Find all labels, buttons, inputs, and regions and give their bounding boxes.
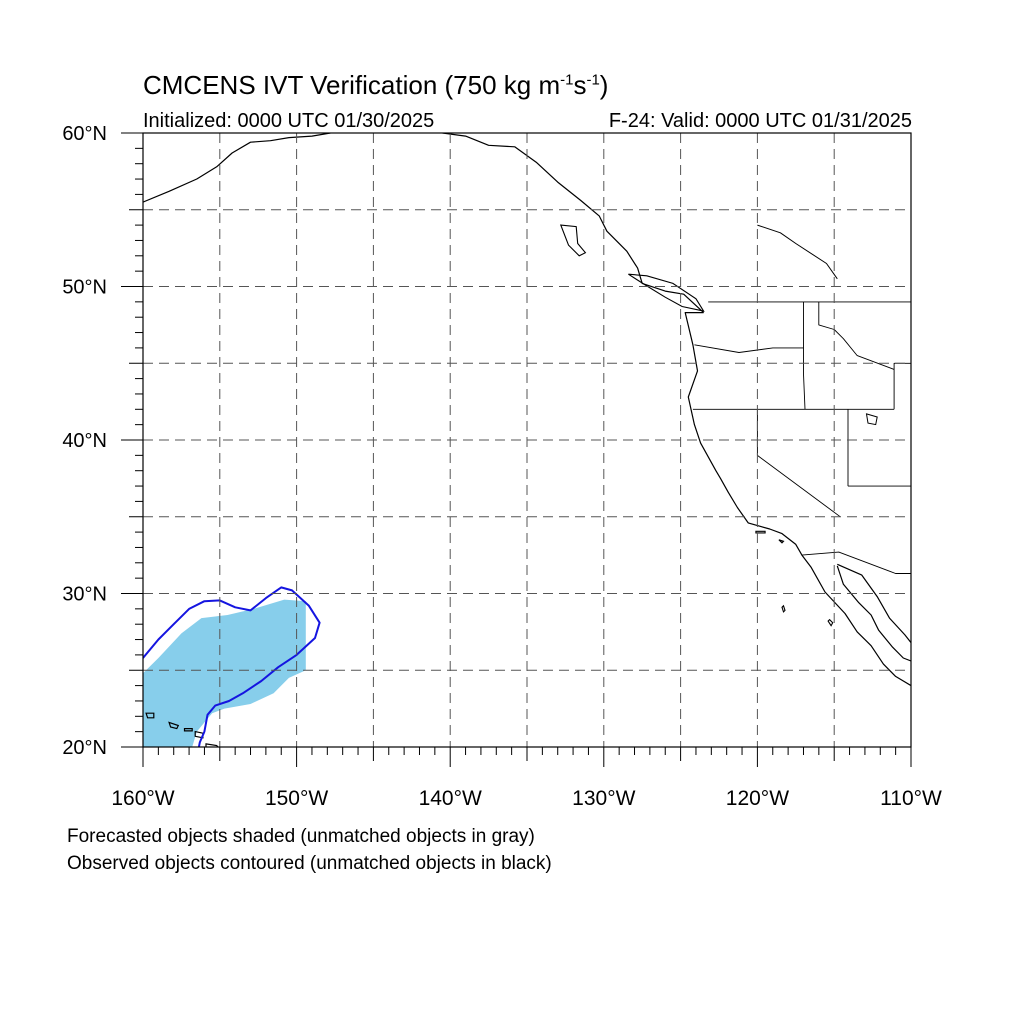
hawaii-island — [194, 730, 204, 739]
lon-label: 130°W — [572, 787, 635, 810]
island — [628, 273, 705, 312]
observed-note: Observed objects contoured (unmatched ob… — [67, 853, 552, 874]
political-border — [801, 551, 911, 574]
river — [757, 224, 838, 280]
british-columbia-coast — [442, 133, 705, 314]
page-title: CMCENS IVT Verification (750 kg m-1s-1) — [143, 70, 608, 101]
alaska-coast — [143, 133, 331, 203]
gulf-of-california-coast — [836, 565, 911, 662]
island — [778, 539, 785, 544]
political-border — [893, 362, 911, 410]
political-border — [818, 301, 895, 370]
hawaii-island — [168, 721, 180, 730]
observed-object-contour — [143, 586, 321, 747]
political-border — [756, 409, 841, 518]
island — [559, 224, 587, 257]
lon-label: 150°W — [265, 787, 328, 810]
island — [781, 604, 786, 613]
lat-label: 20°N — [62, 737, 107, 759]
initialized-time: Initialized: 0000 UTC 01/30/2025 — [143, 110, 435, 132]
hawaii-island — [205, 743, 219, 747]
lon-label: 110°W — [880, 787, 942, 810]
title-close-paren: ) — [599, 70, 609, 100]
forecast-note: Forecasted objects shaded (unmatched obj… — [67, 826, 535, 847]
title-text: CMCENS IVT Verification (750 kg m — [143, 70, 561, 100]
hawaii-island — [183, 727, 193, 732]
island — [827, 618, 834, 627]
lat-label: 40°N — [62, 430, 107, 452]
lon-label: 120°W — [726, 787, 789, 810]
title-exponent-2: -1 — [586, 71, 600, 89]
lon-label: 140°W — [419, 787, 482, 810]
island — [755, 530, 766, 534]
mexico-mainland-coast — [837, 563, 911, 643]
political-border — [803, 301, 806, 410]
forecast-object — [143, 599, 306, 747]
coastline — [684, 312, 911, 687]
title-exponent-1: -1 — [560, 71, 574, 89]
title-unit-s: s — [573, 70, 587, 100]
lon-label: 160°W — [111, 787, 174, 810]
lat-label: 50°N — [62, 277, 107, 299]
hawaii-island — [145, 712, 155, 719]
lat-label: 30°N — [62, 584, 107, 606]
political-border — [694, 344, 804, 353]
valid-time: F-24: Valid: 0000 UTC 01/31/2025 — [608, 110, 912, 132]
map-layers — [143, 133, 911, 747]
lat-label: 60°N — [62, 123, 107, 145]
lake — [865, 413, 878, 426]
